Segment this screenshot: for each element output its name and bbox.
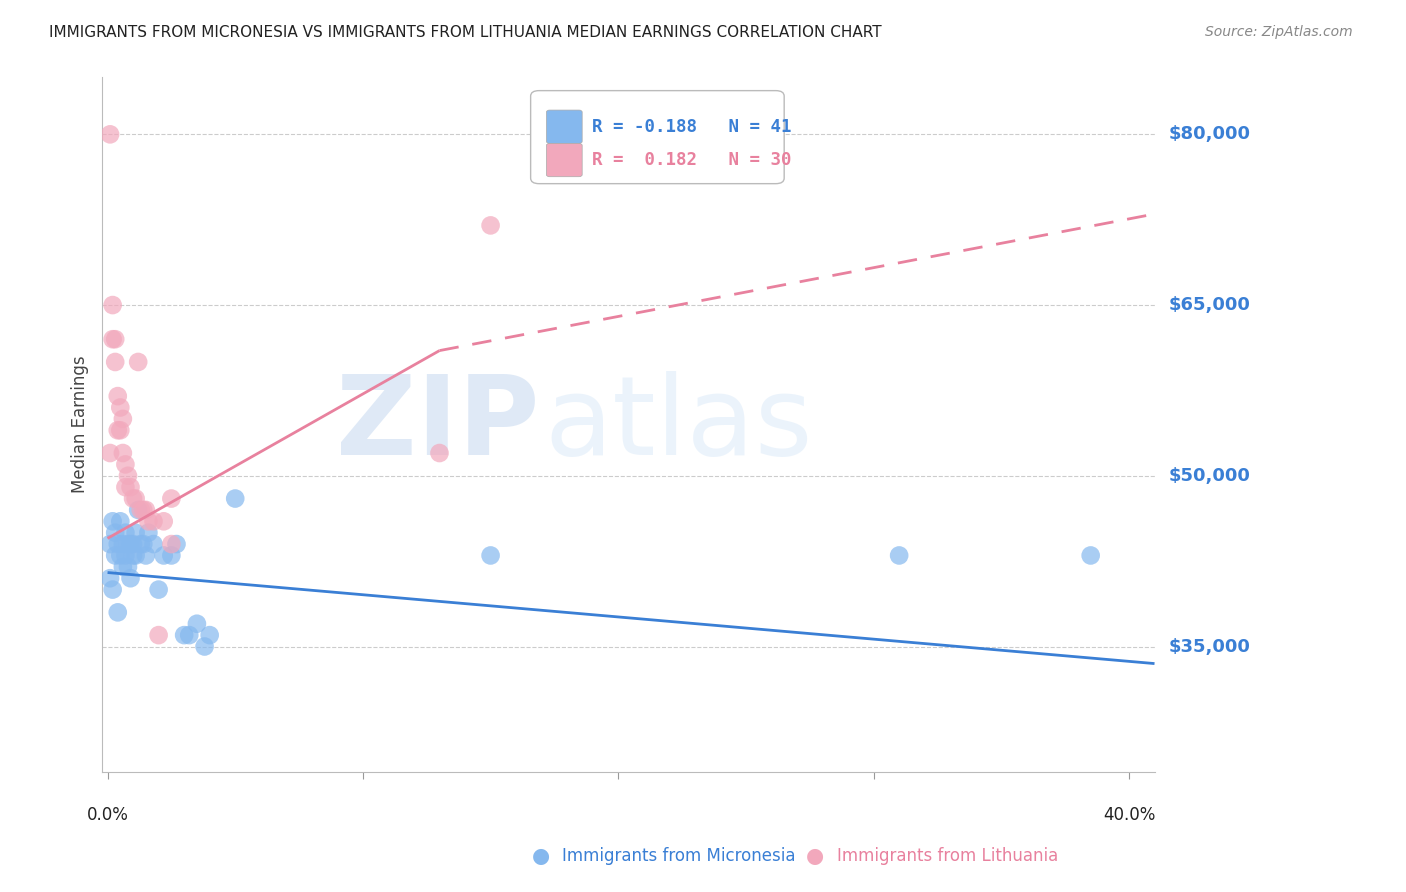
- Point: [138, 514, 160, 528]
- Point: [129, 503, 152, 517]
- Point: [160, 549, 183, 563]
- Point: [98, 446, 121, 460]
- Text: $35,000: $35,000: [1168, 638, 1250, 656]
- Point: [135, 549, 157, 563]
- Point: [101, 332, 124, 346]
- Point: [122, 491, 145, 506]
- Text: ●: ●: [807, 847, 824, 866]
- Point: [198, 628, 221, 642]
- Point: [101, 298, 124, 312]
- Point: [98, 128, 121, 142]
- Point: [110, 401, 132, 415]
- Point: [117, 468, 139, 483]
- Point: [98, 571, 121, 585]
- Point: [104, 525, 127, 540]
- Point: [114, 480, 136, 494]
- Text: IMMIGRANTS FROM MICRONESIA VS IMMIGRANTS FROM LITHUANIA MEDIAN EARNINGS CORRELAT: IMMIGRANTS FROM MICRONESIA VS IMMIGRANTS…: [49, 25, 882, 40]
- Point: [110, 423, 132, 437]
- Point: [110, 514, 132, 528]
- Point: [104, 332, 127, 346]
- Point: [160, 537, 183, 551]
- Point: [98, 537, 121, 551]
- Point: [127, 355, 149, 369]
- FancyBboxPatch shape: [547, 110, 582, 144]
- Point: [104, 549, 127, 563]
- Point: [114, 549, 136, 563]
- Point: [107, 389, 129, 403]
- Point: [110, 549, 132, 563]
- Point: [107, 537, 129, 551]
- Point: [132, 537, 155, 551]
- Text: $65,000: $65,000: [1168, 296, 1250, 314]
- Point: [135, 503, 157, 517]
- Point: [479, 219, 502, 233]
- Point: [1080, 549, 1102, 563]
- Text: Immigrants from Micronesia: Immigrants from Micronesia: [562, 847, 796, 865]
- Text: ●: ●: [533, 847, 550, 866]
- Text: 40.0%: 40.0%: [1102, 805, 1156, 824]
- Point: [152, 549, 174, 563]
- Point: [107, 423, 129, 437]
- Point: [889, 549, 911, 563]
- Text: atlas: atlas: [544, 371, 813, 478]
- Text: $50,000: $50,000: [1168, 467, 1250, 484]
- Point: [111, 412, 134, 426]
- Point: [129, 537, 152, 551]
- Point: [166, 537, 188, 551]
- Point: [117, 537, 139, 551]
- FancyBboxPatch shape: [530, 91, 785, 184]
- Point: [173, 628, 195, 642]
- Point: [179, 628, 201, 642]
- Text: 0.0%: 0.0%: [87, 805, 128, 824]
- Text: R = -0.188   N = 41: R = -0.188 N = 41: [592, 118, 792, 136]
- Point: [124, 491, 146, 506]
- Point: [124, 549, 146, 563]
- Point: [148, 628, 170, 642]
- Point: [122, 549, 145, 563]
- Text: Source: ZipAtlas.com: Source: ZipAtlas.com: [1205, 25, 1353, 39]
- Point: [111, 537, 134, 551]
- Point: [111, 446, 134, 460]
- Point: [479, 549, 502, 563]
- Point: [114, 525, 136, 540]
- Text: ZIP: ZIP: [336, 371, 538, 478]
- Text: Immigrants from Lithuania: Immigrants from Lithuania: [837, 847, 1057, 865]
- Point: [120, 537, 142, 551]
- Point: [127, 503, 149, 517]
- Text: R =  0.182   N = 30: R = 0.182 N = 30: [592, 151, 792, 169]
- Point: [138, 525, 160, 540]
- Point: [120, 571, 142, 585]
- Point: [114, 458, 136, 472]
- Point: [142, 514, 165, 528]
- Point: [224, 491, 246, 506]
- Point: [107, 606, 129, 620]
- Point: [104, 355, 127, 369]
- Point: [148, 582, 170, 597]
- Point: [120, 480, 142, 494]
- Point: [142, 537, 165, 551]
- Y-axis label: Median Earnings: Median Earnings: [72, 356, 89, 493]
- Point: [429, 446, 451, 460]
- Point: [132, 503, 155, 517]
- Text: $80,000: $80,000: [1168, 126, 1250, 144]
- Point: [101, 582, 124, 597]
- Point: [111, 559, 134, 574]
- FancyBboxPatch shape: [547, 144, 582, 177]
- Point: [194, 640, 217, 654]
- Point: [152, 514, 174, 528]
- Point: [117, 559, 139, 574]
- Point: [124, 525, 146, 540]
- Point: [122, 537, 145, 551]
- Point: [186, 616, 208, 631]
- Point: [101, 514, 124, 528]
- Point: [160, 491, 183, 506]
